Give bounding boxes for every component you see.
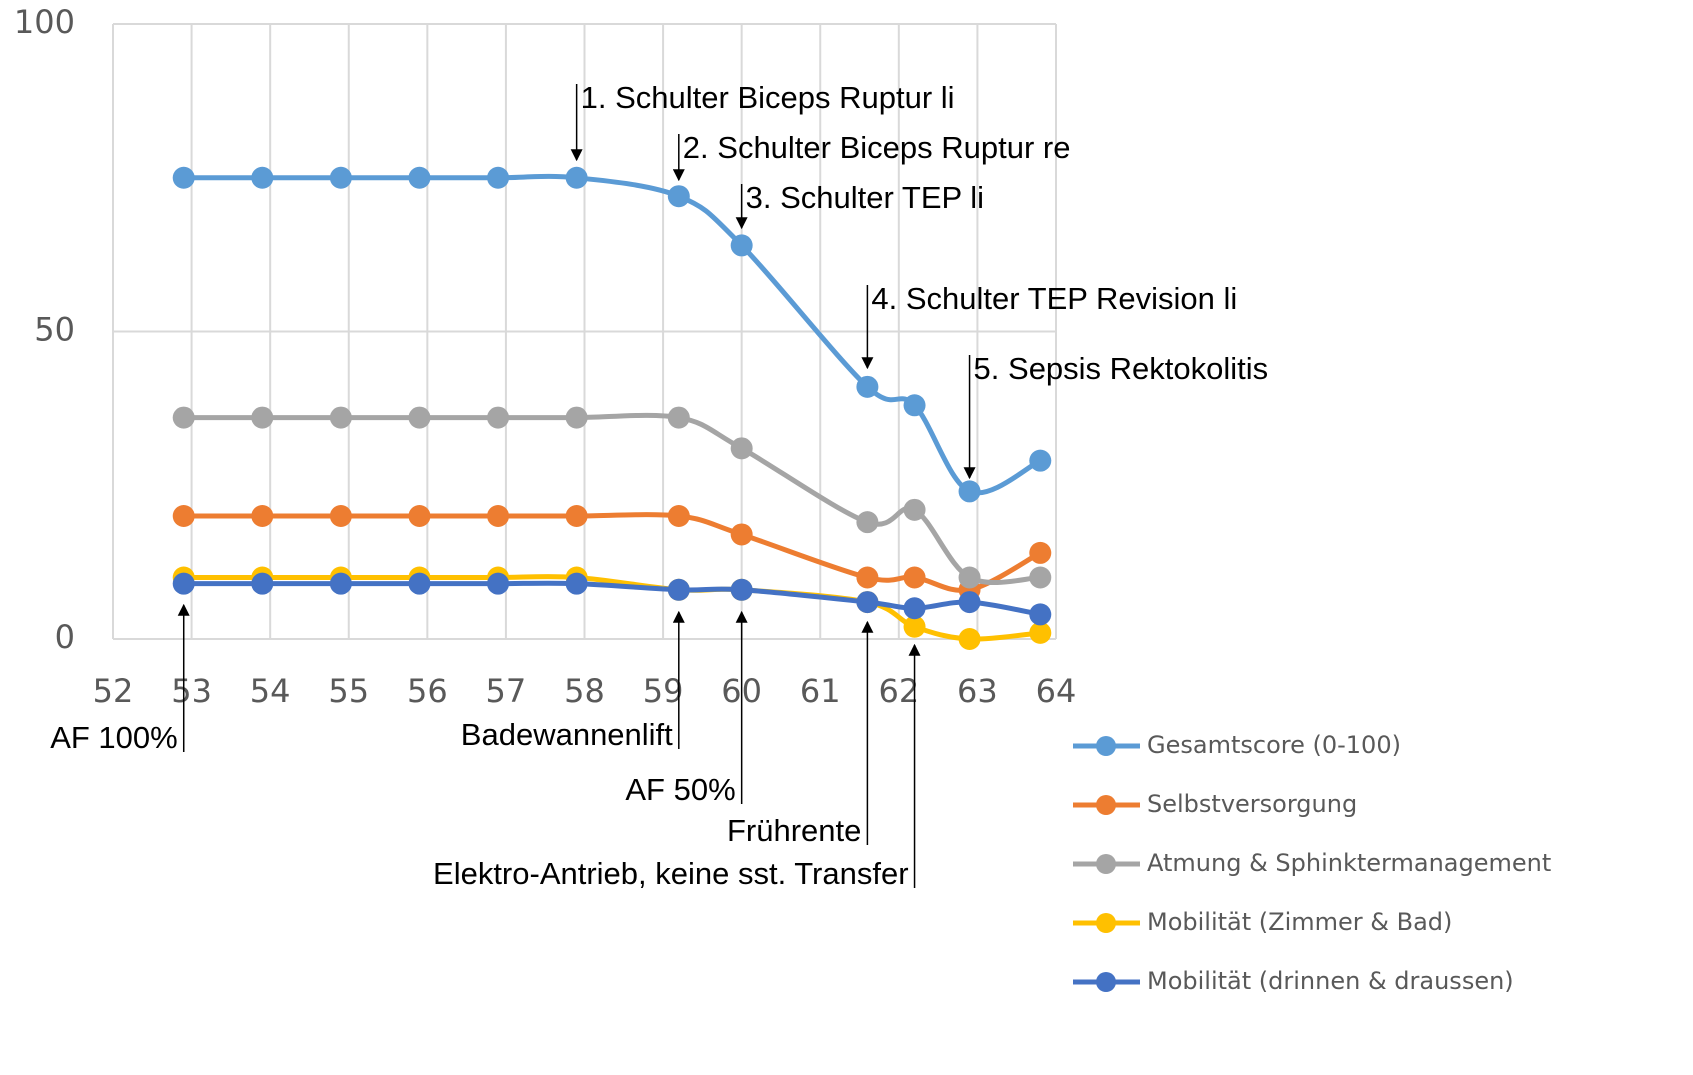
point [856,375,879,398]
point [667,578,690,601]
annotation: AF 50% [625,772,735,807]
x-tick-label: 62 [878,672,919,710]
legend-marker [1096,972,1116,992]
series-line [183,412,1041,586]
point [251,505,274,527]
point [903,566,926,589]
point [903,615,926,638]
point [251,406,274,429]
point [958,628,981,650]
annotation: Elektro-Antrieb, keine sst. Transfer [433,856,909,891]
point [172,572,195,595]
x-tick-label: 53 [171,672,212,710]
point [329,572,352,595]
point [730,523,753,546]
point [487,505,510,527]
point [408,406,431,429]
point [329,406,352,429]
point [1029,541,1052,564]
point [903,394,926,417]
series-line [183,173,1042,496]
point [667,406,690,429]
legend-marker [1096,795,1116,815]
point [856,511,879,534]
point [565,406,588,429]
x-tick-label: 54 [250,672,291,710]
x-tick-label: 59 [643,672,684,710]
legend-label: Atmung & Sphinktermanagement [1147,849,1551,877]
annotation: 5. Sepsis Rektokolitis [974,351,1269,386]
point [1029,449,1052,472]
point [730,437,753,460]
legend-marker [1096,736,1116,756]
point [958,480,981,503]
x-tick-label: 57 [486,672,527,710]
x-tick-label: 56 [407,672,448,710]
point [172,166,195,189]
point [730,234,753,257]
annotation: Badewannenlift [461,717,673,752]
x-tick-label: 63 [957,672,998,710]
point [1029,566,1052,589]
point [172,505,195,527]
point [487,572,510,595]
legend-marker [1096,854,1116,874]
point [487,166,510,189]
point [329,166,352,189]
point [251,572,274,595]
legend-label: Mobilität (Zimmer & Bad) [1147,908,1452,936]
point [667,185,690,208]
legend-label: Selbstversorgung [1147,790,1357,818]
point [856,591,879,614]
point [408,572,431,595]
annotation: 3. Schulter TEP li [746,180,984,215]
point [487,406,510,429]
point [958,591,981,614]
legend-label: Gesamtscore (0-100) [1147,731,1401,759]
point [565,572,588,595]
point [856,566,879,589]
annotation: 1. Schulter Biceps Ruptur li [581,80,955,115]
point [172,406,195,429]
point [903,597,926,620]
annotation: Frührente [727,813,861,848]
point [1029,603,1052,626]
annotation: 4. Schulter TEP Revision li [871,281,1237,316]
x-tick-label: 64 [1036,672,1077,710]
x-tick-label: 52 [93,672,134,710]
legend-marker [1096,913,1116,933]
annotation: 2. Schulter Biceps Ruptur re [683,130,1071,165]
point [1029,621,1052,644]
y-tick-label: 50 [34,311,75,349]
point [408,166,431,189]
x-tick-label: 58 [564,672,605,710]
x-tick-label: 55 [328,672,369,710]
y-tick-label: 0 [55,618,75,656]
point [408,505,431,527]
point [251,166,274,189]
x-tick-label: 61 [800,672,841,710]
point [329,505,352,527]
point [667,505,690,527]
annotation: AF 100% [50,720,178,755]
y-tick-label: 100 [14,3,75,41]
point [565,166,588,189]
point [903,498,926,521]
point [958,566,981,589]
point [565,505,588,527]
legend-label: Mobilität (drinnen & draussen) [1147,967,1514,995]
point [730,578,753,601]
